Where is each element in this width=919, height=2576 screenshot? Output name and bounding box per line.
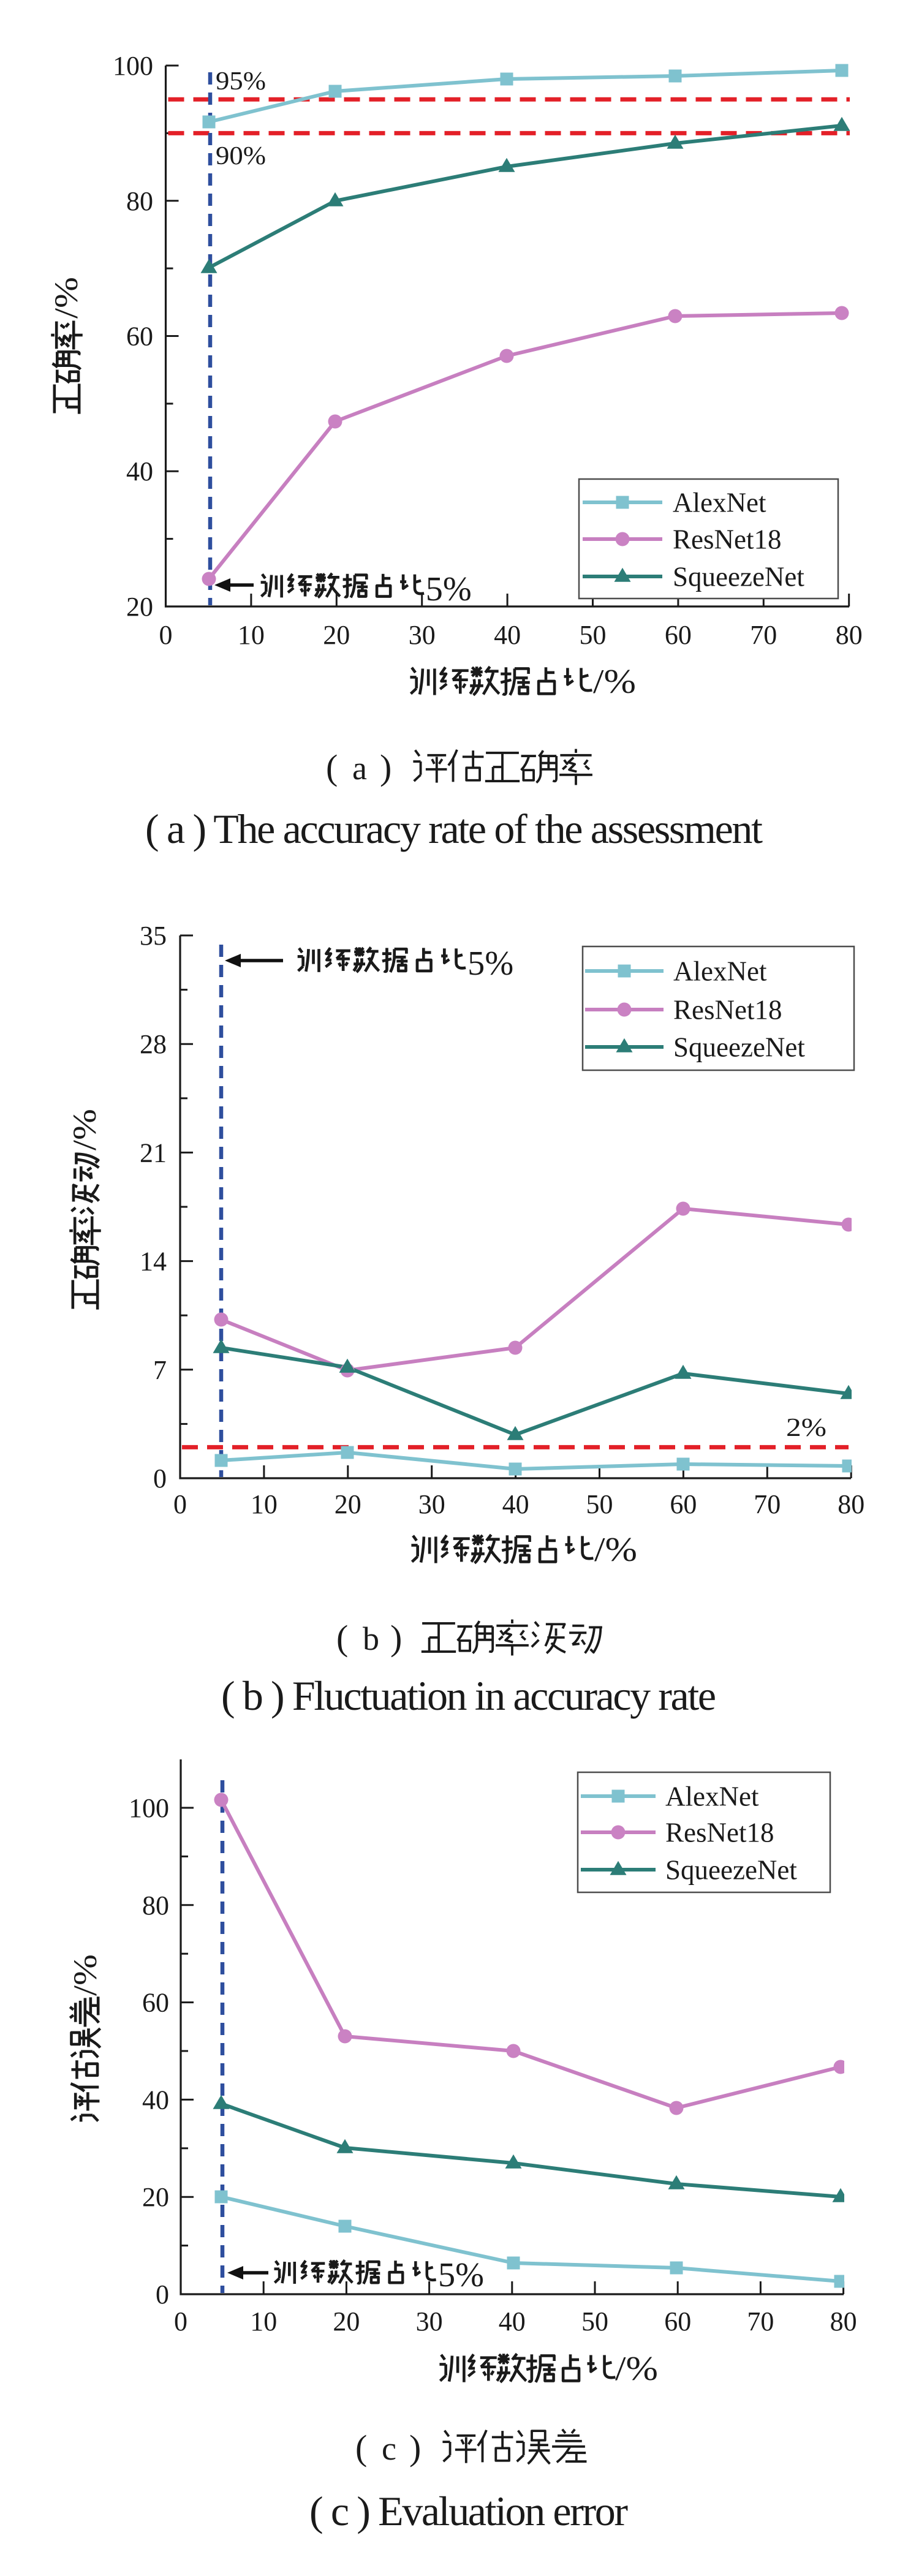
svg-text:40: 40 [502,1489,529,1519]
svg-text:5%: 5% [426,570,472,608]
svg-text:/%: /% [594,1531,637,1569]
svg-text:20: 20 [142,2182,169,2212]
svg-text:40: 40 [499,2306,526,2336]
svg-text:50: 50 [586,1489,613,1519]
svg-text:a: a [352,750,367,787]
svg-text:95%: 95% [216,67,266,96]
svg-text:50: 50 [581,2306,608,2336]
svg-text:5%: 5% [438,2256,484,2294]
svg-text:60: 60 [665,620,692,650]
svg-text:40: 40 [494,620,521,650]
svg-text:60: 60 [142,1988,169,2018]
svg-text:80: 80 [126,186,153,216]
svg-text:50: 50 [580,620,607,650]
svg-text:80: 80 [838,1489,864,1519]
svg-text:( a ) The accuracy rate of the: ( a ) The accuracy rate of the assessmen… [145,806,763,852]
svg-text:/%: /% [48,277,85,319]
svg-text:0: 0 [173,1489,187,1519]
svg-text:): ) [409,2428,421,2468]
svg-text:35: 35 [140,921,167,951]
svg-text:): ) [380,747,391,787]
svg-text:70: 70 [750,620,777,650]
svg-text:60: 60 [670,1489,697,1519]
svg-text:b: b [363,1620,379,1657]
svg-text:100: 100 [113,51,153,81]
svg-text:7: 7 [153,1355,167,1385]
svg-text:80: 80 [836,620,863,650]
svg-text:ResNet18: ResNet18 [673,524,781,554]
svg-text:AlexNet: AlexNet [673,487,766,518]
svg-text:10: 10 [238,620,265,650]
svg-text:0: 0 [156,2279,169,2310]
svg-text:0: 0 [153,1464,167,1494]
svg-text:20: 20 [333,2306,360,2336]
svg-text:0: 0 [159,620,173,650]
svg-text:SqueezeNet: SqueezeNet [665,1854,797,1885]
svg-text:5%: 5% [467,945,513,983]
svg-text:ResNet18: ResNet18 [673,994,782,1025]
svg-text:80: 80 [142,1890,169,1921]
svg-text:(: ( [326,747,338,787]
svg-text:40: 40 [126,456,153,486]
svg-text:60: 60 [664,2306,691,2336]
svg-text:20: 20 [323,620,350,650]
svg-text:): ) [390,1618,402,1658]
svg-text:( b ) Fluctuation in accuracy: ( b ) Fluctuation in accuracy rate [221,1672,716,1719]
svg-text:100: 100 [129,1793,169,1823]
svg-text:60: 60 [126,322,153,352]
svg-text:SqueezeNet: SqueezeNet [673,1032,805,1062]
svg-text:70: 70 [747,2306,774,2336]
svg-text:10: 10 [251,1489,278,1519]
svg-text:AlexNet: AlexNet [665,1781,759,1811]
svg-text:40: 40 [142,2085,169,2115]
svg-text:(: ( [355,2428,367,2468]
svg-text:10: 10 [250,2306,277,2336]
svg-text:2%: 2% [786,1414,826,1442]
svg-text:20: 20 [126,592,153,622]
svg-text:21: 21 [140,1138,167,1168]
svg-text:20: 20 [335,1489,361,1519]
svg-text:30: 30 [416,2306,443,2336]
svg-text:(: ( [336,1618,348,1658]
svg-text:28: 28 [140,1029,167,1059]
svg-text:SqueezeNet: SqueezeNet [673,561,804,592]
svg-text:30: 30 [418,1489,445,1519]
svg-text:90%: 90% [216,142,266,170]
svg-text:ResNet18: ResNet18 [665,1817,774,1848]
svg-text:AlexNet: AlexNet [673,956,767,986]
svg-text:0: 0 [174,2306,187,2336]
svg-text:/%: /% [67,1954,104,1996]
svg-text:c: c [382,2430,396,2467]
svg-text:30: 30 [409,620,436,650]
svg-text:/%: /% [615,2350,658,2388]
svg-text:70: 70 [754,1489,781,1519]
svg-text:14: 14 [140,1247,167,1277]
svg-text:/%: /% [66,1109,103,1150]
svg-text:80: 80 [830,2306,857,2336]
svg-text:/%: /% [593,663,636,701]
svg-text:( c ) Evaluation error: ( c ) Evaluation error [309,2488,628,2534]
